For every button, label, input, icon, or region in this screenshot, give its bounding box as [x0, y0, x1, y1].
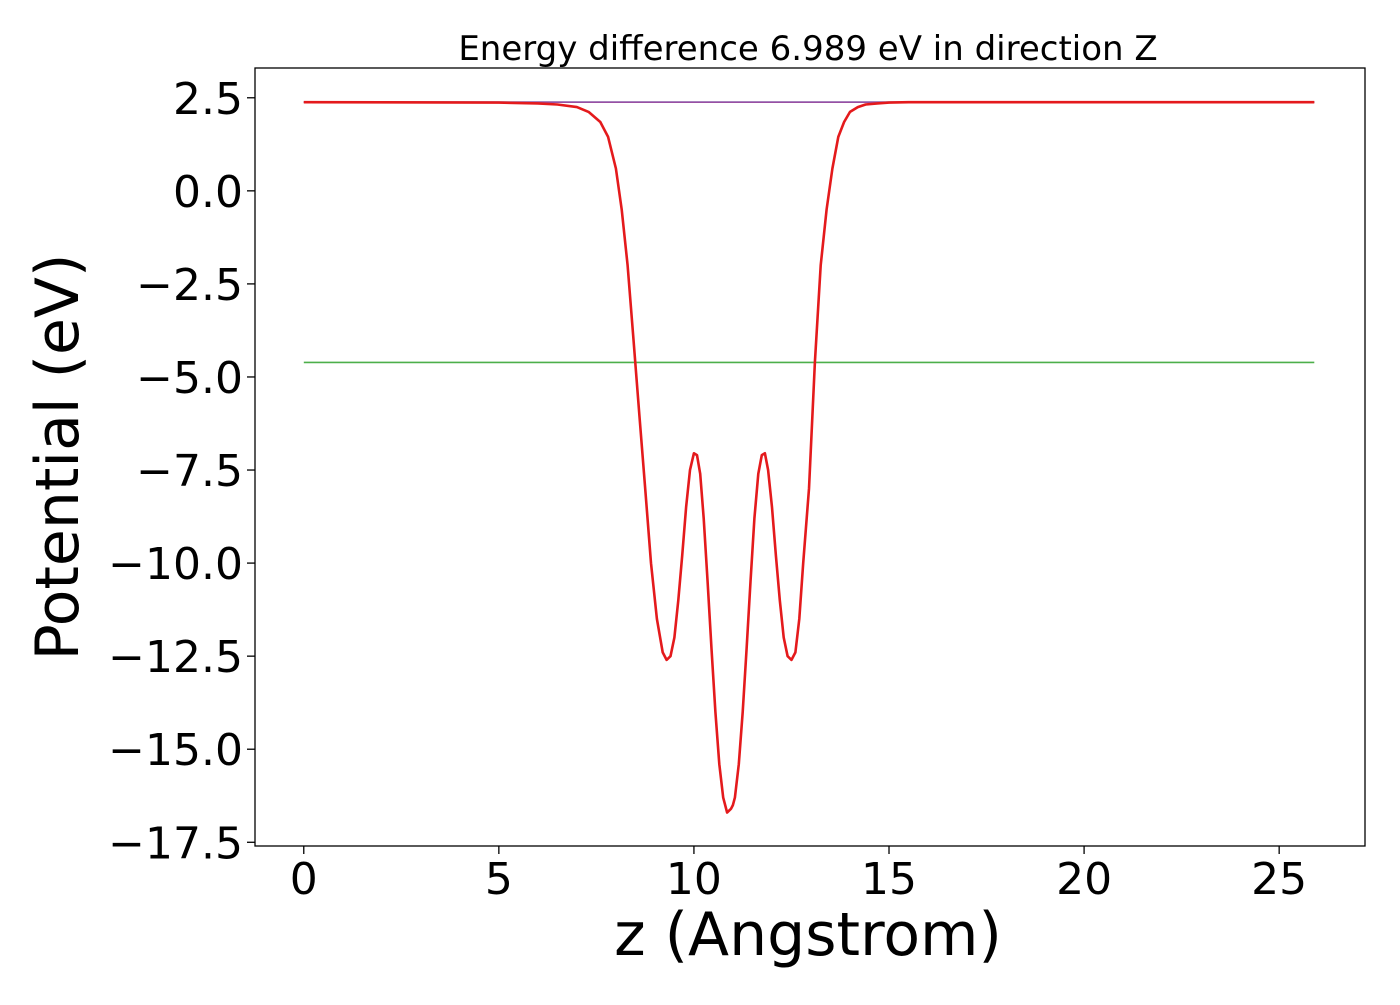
y-axis-label: Potential (eV) [23, 254, 93, 661]
chart-title: Energy difference 6.989 eV in direction … [458, 29, 1157, 69]
x-tick-label: 20 [1056, 854, 1112, 905]
y-tick-label: −17.5 [108, 818, 243, 869]
y-tick-label: 2.5 [173, 74, 243, 125]
y-tick-label: −7.5 [136, 446, 243, 497]
y-tick-label: 0.0 [173, 167, 243, 218]
y-tick-label: −15.0 [108, 725, 243, 776]
x-axis: 0 5 10 15 20 25 [290, 846, 1307, 905]
x-tick-label: 5 [485, 854, 513, 905]
y-tick-label: −2.5 [136, 260, 243, 311]
y-tick-label: −12.5 [108, 632, 243, 683]
plot-frame [254, 67, 1366, 847]
x-tick-label: 10 [666, 854, 722, 905]
y-tick-label: −5.0 [136, 353, 243, 404]
x-tick-label: 0 [290, 854, 318, 905]
x-tick-label: 25 [1251, 854, 1307, 905]
x-tick-label: 15 [861, 854, 917, 905]
series-line-3 [303, 100, 1315, 814]
y-axis: 2.5 0.0 −2.5 −5.0 −7.5 −10.0 −12.5 −15.0 −17.5 [108, 74, 255, 869]
series-layer [303, 100, 1315, 814]
x-axis-label: z (Angstrom) [614, 900, 1002, 970]
y-tick-label: −10.0 [108, 539, 243, 590]
